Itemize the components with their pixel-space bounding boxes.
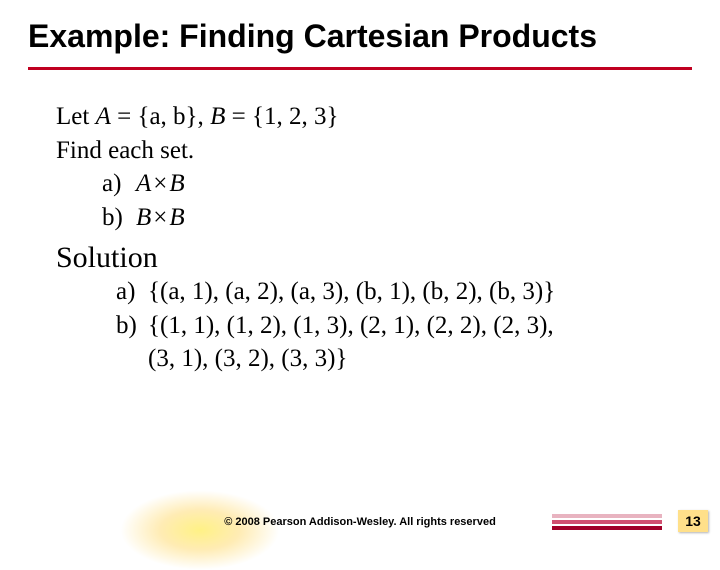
sunburst-decoration [120,490,280,570]
solution-part-b-line1: b) {(1, 1), (1, 2), (1, 3), (2, 1), (2, … [116,309,682,343]
expr-left: A [136,170,151,197]
page-number-badge: 13 [678,510,708,532]
set-b-def: = {1, 2, 3} [225,103,338,130]
expression-b-times-b: B×B [136,201,185,235]
expr-right: B [169,170,184,197]
var-a: A [96,103,111,130]
solution-body: a) {(a, 1), (a, 2), (a, 3), (b, 1), (b, … [56,275,682,376]
expr-left: B [136,204,151,231]
problem-definition: Let A = {a, b}, B = {1, 2, 3} [56,100,682,134]
accent-bar-3 [552,526,662,530]
problem-part-a: a) A×B [102,167,682,201]
part-a-label: a) [102,167,126,201]
expression-a-times-b: A×B [136,167,185,201]
accent-bar-1 [552,514,662,518]
set-a-def: = {a, b}, [111,103,210,130]
expr-right: B [169,204,184,231]
part-b-label: b) [102,201,126,235]
solution-a-label: a) [116,275,148,309]
solution-part-a: a) {(a, 1), (a, 2), (a, 3), (b, 1), (b, … [116,275,682,309]
slide-body: Let A = {a, b}, B = {1, 2, 3} Find each … [28,100,692,376]
accent-bar-2 [552,520,662,524]
problem-instruction: Find each set. [56,134,682,168]
times-icon: × [151,204,169,231]
accent-bars [552,514,662,530]
solution-b-text2: (3, 1), (3, 2), (3, 3)} [116,342,347,376]
problem-part-b: b) B×B [102,201,682,235]
let-prefix: Let [56,103,96,130]
solution-heading: Solution [56,241,682,275]
solution-b-text1: {(1, 1), (1, 2), (1, 3), (2, 1), (2, 2),… [148,309,554,343]
solution-b-label: b) [116,309,148,343]
solution-a-text: {(a, 1), (a, 2), (a, 3), (b, 1), (b, 2),… [148,275,555,309]
slide: Example: Finding Cartesian Products Let … [0,0,720,540]
solution-part-b-line2: (3, 1), (3, 2), (3, 3)} [116,342,682,376]
var-b: B [210,103,225,130]
times-icon: × [151,170,169,197]
problem-parts: a) A×B b) B×B [56,167,682,235]
copyright-text: © 2008 Pearson Addison-Wesley. All right… [224,516,496,528]
slide-title: Example: Finding Cartesian Products [28,18,692,70]
